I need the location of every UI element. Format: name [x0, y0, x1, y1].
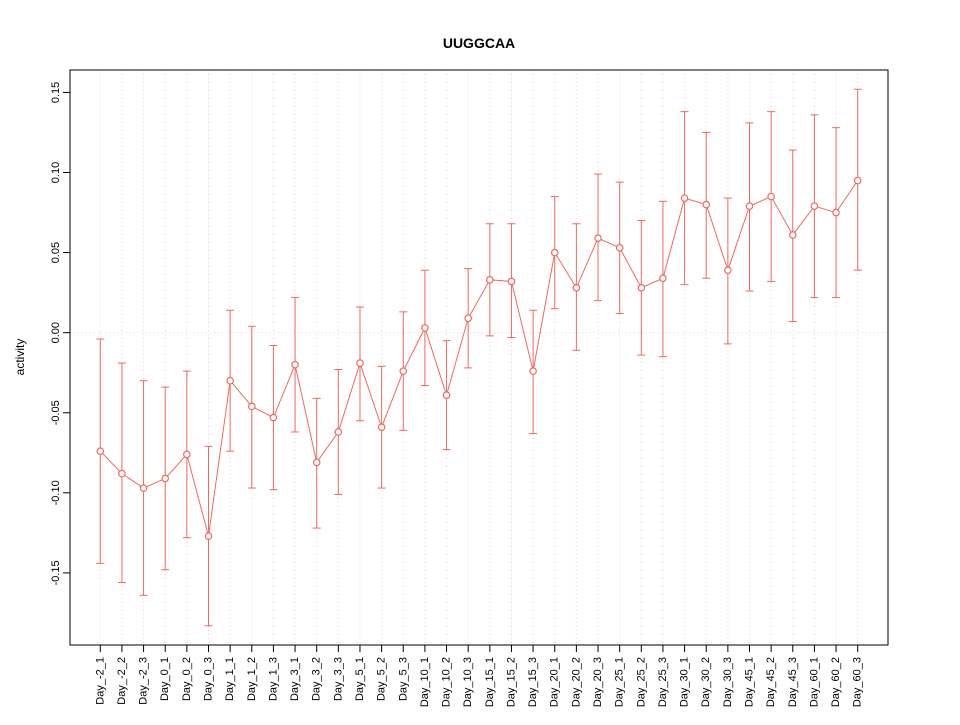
x-tick-label: Day_5_1 [354, 657, 366, 701]
x-tick-label: Day_20_3 [592, 657, 604, 707]
plot-border [69, 69, 889, 646]
x-tick-label: Day_-2_3 [138, 657, 150, 705]
data-point [334, 428, 343, 436]
data-point [486, 276, 494, 284]
x-tick-label: Day_3_3 [332, 657, 344, 701]
y-tick-label: 0.05 [50, 242, 62, 263]
data-point [183, 450, 191, 459]
x-tick-label: Day_45_2 [765, 657, 777, 707]
data-point [356, 359, 364, 367]
data-point [421, 324, 429, 332]
data-point [507, 277, 516, 286]
y-tick-label: 0.00 [50, 322, 62, 343]
x-tick-label: Day_20_2 [570, 657, 582, 707]
x-tick-label: Day_15_1 [484, 657, 496, 707]
x-tick-label: Day_5_2 [376, 657, 388, 701]
x-tick-label: Day_45_1 [744, 657, 756, 707]
series-line [99, 180, 859, 537]
data-point [118, 469, 126, 478]
y-tick-label: -0.15 [50, 560, 62, 585]
data-point [204, 532, 213, 540]
x-tick-label: Day_-2_2 [116, 657, 128, 705]
y-tick-label: -0.05 [50, 400, 62, 425]
data-point [788, 231, 797, 239]
data-point [96, 447, 105, 455]
data-point [853, 176, 862, 185]
x-tick-label: Day_30_2 [700, 657, 712, 707]
y-axis-label: activity [13, 339, 27, 376]
x-tick-label: Day_60_3 [852, 657, 864, 707]
x-tick-label: Day_3_1 [289, 657, 301, 701]
x-tick-label: Day_15_3 [527, 657, 539, 707]
x-tick-label: Day_15_2 [505, 657, 517, 707]
chart-title: UUGGCAA [443, 35, 515, 51]
x-tick-label: Day_25_1 [614, 657, 626, 707]
x-tick-label: Day_25_2 [635, 657, 647, 707]
y-tick-label: 0.10 [50, 162, 62, 183]
x-tick-label: Day_1_3 [267, 657, 279, 701]
x-tick-label: Day_1_1 [224, 657, 236, 701]
x-tick-label: Day_30_1 [679, 657, 691, 707]
x-tick-label: Day_5_3 [397, 657, 409, 701]
data-point [161, 474, 170, 483]
x-tick-label: Day_30_3 [722, 657, 734, 707]
data-point [832, 208, 840, 217]
x-tick-label: Day_45_3 [787, 657, 799, 707]
data-point [377, 423, 386, 431]
x-tick-label: Day_10_1 [419, 657, 431, 707]
x-tick-label: Day_10_2 [441, 657, 453, 707]
data-point [464, 314, 472, 323]
x-tick-label: Day_60_2 [830, 657, 842, 707]
x-tick-label: Day_10_3 [462, 657, 474, 707]
data-point [594, 234, 602, 242]
plot-graphics: -0.15 -0.10 -0.05 0.00 0.05 0.10 0.15 Day_-2_1 D… [50, 69, 889, 707]
data-point [637, 284, 646, 292]
data-point [529, 367, 537, 375]
data-point [724, 266, 732, 275]
data-point [442, 391, 451, 399]
x-tick-label: Day_25_3 [657, 657, 669, 707]
data-point [810, 202, 819, 210]
data-point [139, 484, 148, 492]
data-point [745, 202, 754, 210]
y-tick-label: -0.10 [50, 480, 62, 505]
data-point [659, 274, 667, 283]
data-point [702, 200, 711, 209]
data-point [572, 284, 581, 292]
data-point [615, 243, 624, 252]
data-point [247, 402, 256, 411]
x-tick-label: Day_-2_1 [94, 657, 106, 705]
data-point [399, 367, 408, 375]
data-point [291, 360, 299, 369]
x-tick-label: Day_0_1 [159, 657, 171, 701]
data-point [226, 376, 234, 385]
x-tick-label: Day_3_2 [311, 657, 323, 701]
x-tick-label: Day_20_1 [549, 657, 561, 707]
data-point [312, 458, 321, 467]
data-point [269, 413, 278, 422]
data-point [680, 194, 689, 202]
data-point [767, 192, 775, 201]
x-tick-label: Day_0_2 [181, 657, 193, 701]
y-tick-label: 0.15 [50, 82, 62, 103]
x-tick-label: Day_0_3 [202, 657, 214, 701]
data-point [550, 248, 559, 257]
x-tick-label: Day_60_1 [808, 657, 820, 707]
x-tick-label: Day_1_2 [246, 657, 258, 701]
